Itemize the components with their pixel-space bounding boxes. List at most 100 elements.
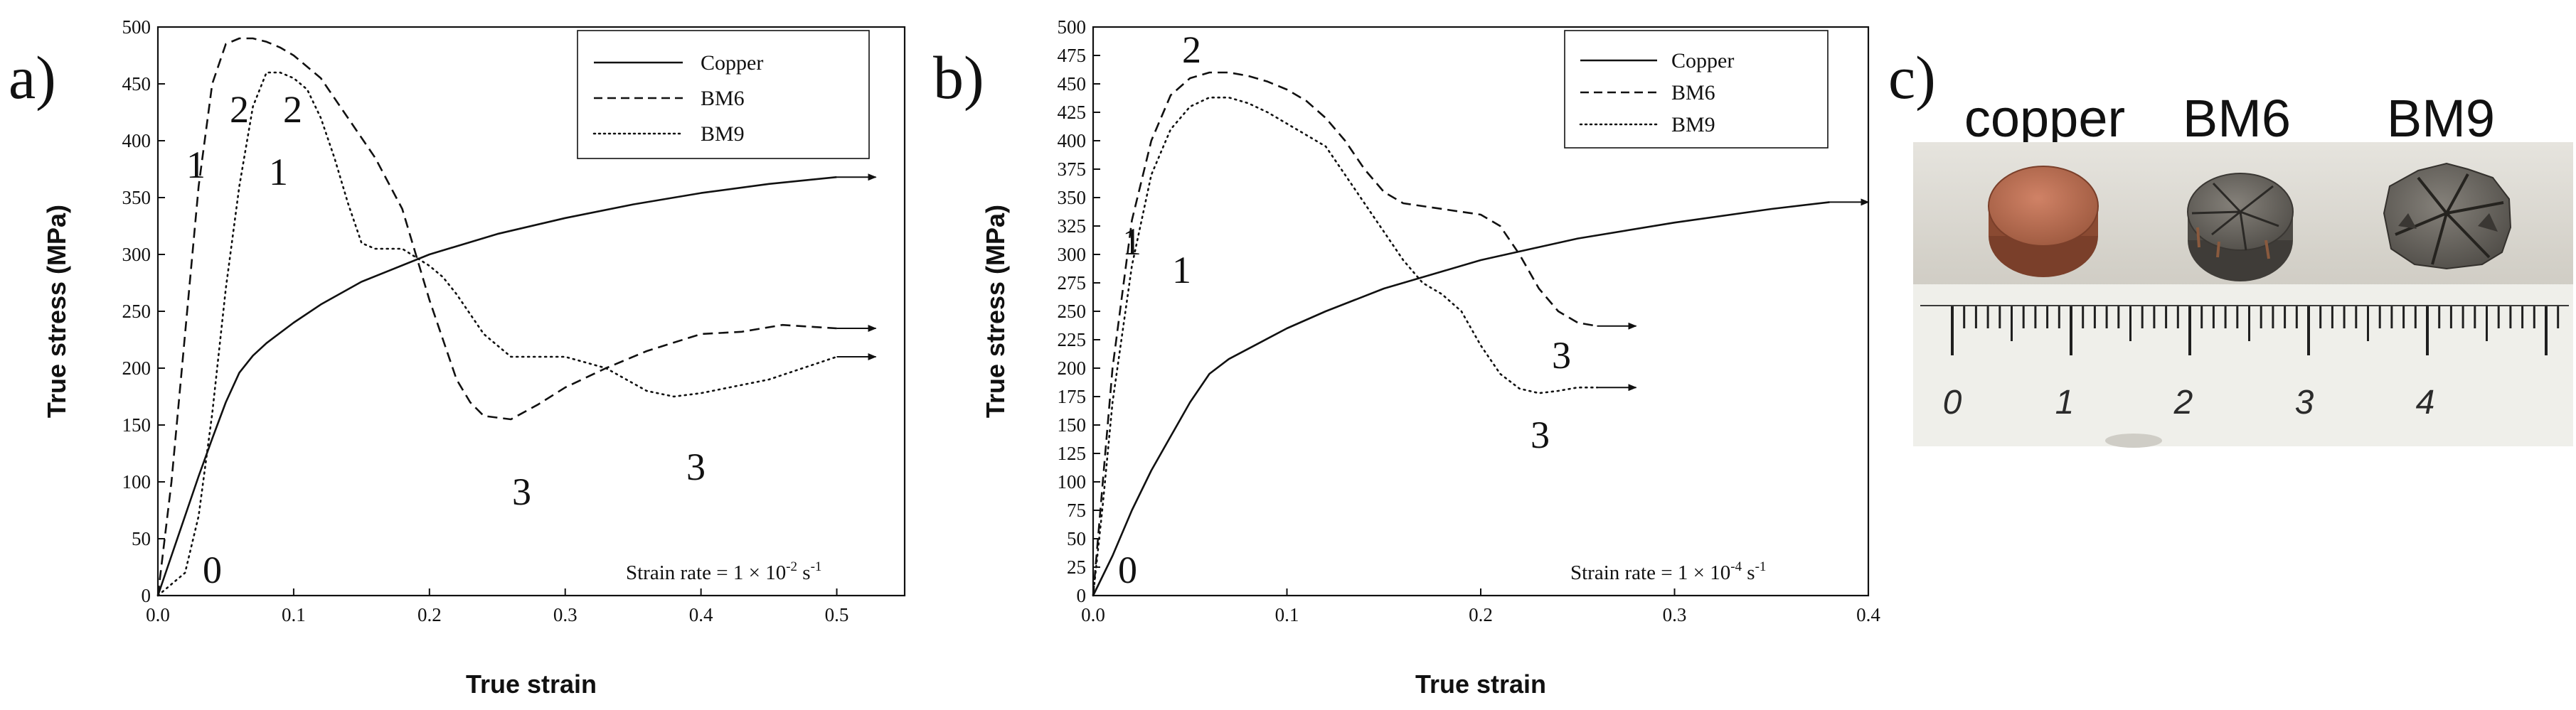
panel-a-x-tick-label: 0.0 <box>146 604 170 625</box>
panel-b-y-tick-label: 450 <box>1058 73 1087 95</box>
panel-a-y-tick-label: 350 <box>122 187 151 208</box>
panel-b-note-base: Strain rate = 1 × 10 <box>1570 561 1730 584</box>
panel-a-x-axis-title: True strain <box>466 669 597 699</box>
panel-b-note-unit-exp: -1 <box>1755 559 1767 574</box>
panel-a-note-unit: s <box>797 561 811 584</box>
panel-b-y-tick-label: 250 <box>1058 301 1087 322</box>
panel-a-note-unit-exp: -1 <box>811 559 822 574</box>
panel-b-label-0: 0 <box>1118 549 1137 591</box>
panel-a-series <box>156 37 877 597</box>
panel-a-x-tick-label: 0.4 <box>689 604 713 625</box>
panel-b-label-3-bm9: 3 <box>1531 414 1550 456</box>
panel-a-y-tick-label: 450 <box>122 73 151 95</box>
panel-b-y-tick-label: 500 <box>1058 16 1087 38</box>
panel-b-note-exp: -4 <box>1730 559 1742 574</box>
panel-a-note-exp: -2 <box>786 559 797 574</box>
panel-b-y-tick-label: 300 <box>1058 244 1087 265</box>
panel-a-legend-copper: Copper <box>701 51 763 75</box>
panel-a-label-1-bm6: 1 <box>186 144 206 186</box>
panel-b-ticks: 0255075100125150175200225250275300325350… <box>1058 16 1881 625</box>
panel-b-y-tick-label: 400 <box>1058 130 1087 151</box>
panel-b-y-axis-title: True stress (MPa) <box>981 205 1010 418</box>
panel-a-label-2-bm6: 2 <box>230 88 249 131</box>
panel-b-letter: b) <box>933 43 984 112</box>
panel-b-note-unit: s <box>1742 561 1755 584</box>
ruler-ticks <box>1920 305 2569 355</box>
ruler-number-4: 4 <box>2416 384 2435 421</box>
bm9-sample <box>2383 162 2512 270</box>
panel-a-y-tick-label: 0 <box>142 585 151 606</box>
panel-a-legend-box <box>577 30 870 159</box>
panel-a-y-tick-label: 250 <box>122 301 151 322</box>
panel-b-y-tick-label: 275 <box>1058 272 1087 294</box>
panel-b-y-tick-label: 50 <box>1067 528 1086 549</box>
panel-c-photo: c) copper BM6 BM9 0 <box>1888 43 2573 448</box>
panel-b-legend: Copper BM6 BM9 <box>1564 30 1829 149</box>
panel-b-series-bm6 <box>1092 71 1597 596</box>
panel-b-label-1-bm9: 1 <box>1172 249 1191 291</box>
bm6-sample <box>2187 173 2294 281</box>
panel-b-chart: b) 0255075100125150175200225250275300325… <box>933 16 1880 699</box>
panel-a-y-tick-label: 400 <box>122 130 151 151</box>
panel-b-x-tick-label: 0.2 <box>1469 604 1493 625</box>
ruler: 0 1 2 3 4 <box>1913 284 2573 448</box>
panel-a-x-tick-label: 0.1 <box>282 604 306 625</box>
panel-b-y-tick-label: 75 <box>1067 500 1086 521</box>
panel-a-legend-bm9: BM9 <box>701 122 745 146</box>
panel-a-y-tick-label: 100 <box>122 471 151 493</box>
panel-a-note-base: Strain rate = 1 × 10 <box>626 561 786 584</box>
panel-b-y-tick-label: 325 <box>1058 215 1087 237</box>
panel-a-series-bm9 <box>156 71 838 597</box>
photo-label-bm6: BM6 <box>2183 89 2291 148</box>
panel-c-letter: c) <box>1888 43 1936 112</box>
panel-a-label-3-bm6: 3 <box>512 470 531 513</box>
panel-b-x-tick-label: 0.0 <box>1081 604 1105 625</box>
panel-b-y-tick-label: 375 <box>1058 158 1087 180</box>
panel-a-strain-rate-note: Strain rate = 1 × 10-2 s-1 <box>626 559 821 584</box>
photo-label-bm9: BM9 <box>2387 89 2495 148</box>
panel-a-letter: a) <box>9 43 56 112</box>
ruler-number-0: 0 <box>1943 384 1962 421</box>
panel-b-label-1-bm6: 1 <box>1122 220 1141 263</box>
panel-a-x-tick-label: 0.2 <box>417 604 442 625</box>
copper-sample <box>1988 166 2099 277</box>
panel-b-y-tick-label: 125 <box>1058 443 1087 464</box>
panel-b-legend-bm6: BM6 <box>1671 81 1715 104</box>
panel-b-label-2: 2 <box>1182 28 1201 71</box>
panel-a-y-tick-label: 50 <box>132 528 151 549</box>
panel-a-legend-bm6: BM6 <box>701 87 745 110</box>
panel-b-x-tick-label: 0.1 <box>1275 604 1299 625</box>
panel-b-x-tick-label: 0.3 <box>1663 604 1687 625</box>
panel-a-y-tick-label: 300 <box>122 244 151 265</box>
panel-b-y-tick-label: 225 <box>1058 329 1087 350</box>
panel-b-label-3-bm6: 3 <box>1552 334 1571 377</box>
panel-a-series-copper <box>156 176 837 596</box>
ruler-number-2: 2 <box>2173 384 2193 421</box>
panel-b-y-tick-label: 0 <box>1077 585 1087 606</box>
panel-a-y-axis-title: True stress (MPa) <box>42 205 71 418</box>
panel-a-ticks: 0 50 100 150 200 250 300 350 400 450 500 0.0 0.1 0.2 0… <box>122 16 849 625</box>
ruler-number-1: 1 <box>2055 384 2075 421</box>
panel-b-series-copper <box>1092 201 1830 596</box>
panel-b-y-tick-label: 425 <box>1058 102 1087 123</box>
panel-a-x-tick-label: 0.3 <box>553 604 578 625</box>
panel-a-label-1-bm9: 1 <box>269 151 288 193</box>
panel-b-legend-bm9: BM9 <box>1671 113 1715 136</box>
ruler-number-3: 3 <box>2295 384 2314 421</box>
panel-a-y-tick-label: 500 <box>122 16 151 38</box>
panel-a-legend: Copper BM6 BM9 <box>577 30 870 159</box>
panel-b-x-axis-title: True strain <box>1415 669 1546 699</box>
panel-a-point-labels: 0 1 2 2 1 3 3 <box>186 88 706 591</box>
panel-a-label-3-bm9: 3 <box>686 446 706 488</box>
photo-label-copper: copper <box>1964 89 2125 148</box>
panel-b-y-tick-label: 350 <box>1058 187 1087 208</box>
panel-b-series-bm9 <box>1092 96 1598 597</box>
panel-a-series-bm6 <box>156 37 837 596</box>
panel-b-strain-rate-note: Strain rate = 1 × 10-4 s-1 <box>1570 559 1766 584</box>
panel-a-y-tick-label: 200 <box>122 357 151 379</box>
panel-b-legend-copper: Copper <box>1671 49 1734 72</box>
panel-b-x-tick-label: 0.4 <box>1856 604 1880 625</box>
panel-b-y-tick-label: 475 <box>1058 45 1087 66</box>
